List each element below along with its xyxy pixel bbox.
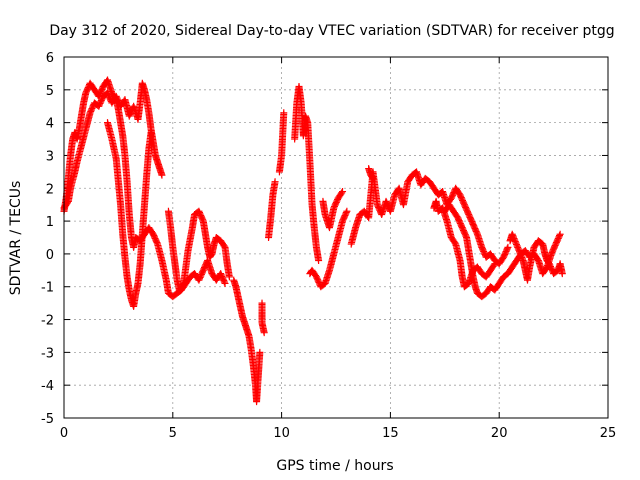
data-point <box>271 178 279 186</box>
y-tick-label: 2 <box>46 182 54 197</box>
data-point <box>280 109 288 117</box>
x-tick-label: 0 <box>60 426 68 441</box>
x-tick-label: 10 <box>273 426 290 441</box>
data-point <box>260 329 268 337</box>
y-tick-label: -3 <box>41 346 54 361</box>
y-tick-label: -1 <box>41 281 54 296</box>
data-point <box>338 189 346 197</box>
x-tick-label: 20 <box>491 426 508 441</box>
data-point <box>556 230 564 238</box>
data-point <box>556 232 564 240</box>
data-point <box>558 270 566 278</box>
data-point <box>315 256 323 264</box>
y-tick-label: 3 <box>46 149 54 164</box>
data-point <box>490 261 498 269</box>
y-tick-label: 0 <box>46 248 54 263</box>
y-axis-label: SDTVAR / TECUs <box>8 181 24 296</box>
y-tick-label: -4 <box>41 379 54 394</box>
data-point <box>342 209 350 217</box>
data-point <box>221 279 229 287</box>
data-point <box>256 348 264 356</box>
data-points <box>60 76 566 406</box>
data-point <box>220 278 228 286</box>
data-point <box>339 188 347 196</box>
x-tick-label: 5 <box>169 426 177 441</box>
y-tick-label: 4 <box>46 117 54 132</box>
y-tick-label: -2 <box>41 314 54 329</box>
x-tick-label: 15 <box>382 426 399 441</box>
data-point <box>225 273 233 281</box>
chart-title: Day 312 of 2020, Sidereal Day-to-day VTE… <box>49 23 614 39</box>
data-point <box>503 245 511 253</box>
data-point <box>369 174 377 182</box>
data-point <box>158 171 166 179</box>
series-sdtvar <box>60 76 566 406</box>
data-point <box>147 128 155 136</box>
data-point <box>343 207 351 215</box>
y-tick-label: 1 <box>46 215 54 230</box>
y-tick-label: 5 <box>46 84 54 99</box>
data-point <box>504 243 512 251</box>
data-point <box>368 173 376 181</box>
y-tick-label: -5 <box>41 412 54 427</box>
data-point <box>491 260 499 268</box>
y-tick-label: 6 <box>46 51 54 66</box>
x-axis-label: GPS time / hours <box>276 458 393 474</box>
plot-frame <box>63 56 609 419</box>
x-tick-label: 25 <box>600 426 617 441</box>
x-tick-labels: 0 5 10 15 20 25 <box>60 426 616 441</box>
y-tick-labels: -5 -4 -3 -2 -1 0 1 2 3 4 5 6 <box>41 51 54 427</box>
